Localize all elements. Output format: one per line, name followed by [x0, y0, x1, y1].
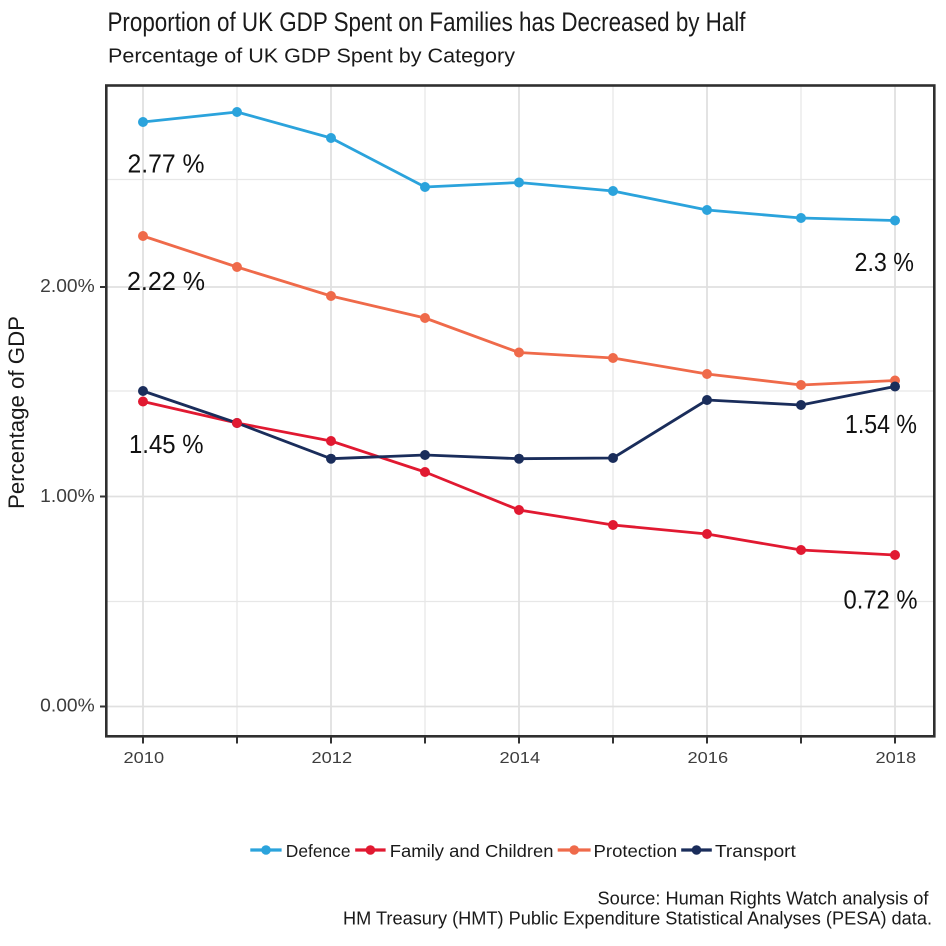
svg-text:0.00%: 0.00% — [40, 695, 95, 716]
svg-text:1.54 %: 1.54 % — [845, 409, 917, 439]
svg-text:2012: 2012 — [312, 750, 353, 767]
svg-text:Proportion of UK GDP Spent on: Proportion of UK GDP Spent on Families h… — [108, 7, 747, 37]
svg-text:Defence: Defence — [286, 841, 351, 861]
svg-text:Transport: Transport — [715, 841, 796, 861]
svg-text:2016: 2016 — [688, 750, 729, 767]
svg-text:2.22 %: 2.22 % — [127, 266, 205, 296]
svg-text:2.3 %: 2.3 % — [855, 247, 915, 277]
svg-text:Percentage of UK GDP Spent by: Percentage of UK GDP Spent by Category — [108, 46, 515, 68]
svg-text:Protection: Protection — [594, 841, 678, 861]
svg-text:1.00%: 1.00% — [40, 485, 95, 506]
svg-text:2014: 2014 — [500, 750, 541, 767]
svg-text:2.00%: 2.00% — [40, 275, 95, 296]
svg-text:2018: 2018 — [876, 750, 917, 767]
svg-text:HM Treasury (HMT) Public Expen: HM Treasury (HMT) Public Expenditure Sta… — [343, 909, 932, 929]
svg-text:Percentage of GDP: Percentage of GDP — [4, 316, 29, 509]
svg-text:0.72 %: 0.72 % — [844, 585, 918, 615]
svg-text:Source: Human Rights Watch ana: Source: Human Rights Watch analysis of — [598, 889, 930, 909]
svg-text:2010: 2010 — [124, 750, 165, 767]
svg-text:1.45 %: 1.45 % — [129, 429, 204, 459]
svg-text:2.77 %: 2.77 % — [128, 149, 205, 179]
svg-text:Family and Children: Family and Children — [390, 841, 554, 861]
